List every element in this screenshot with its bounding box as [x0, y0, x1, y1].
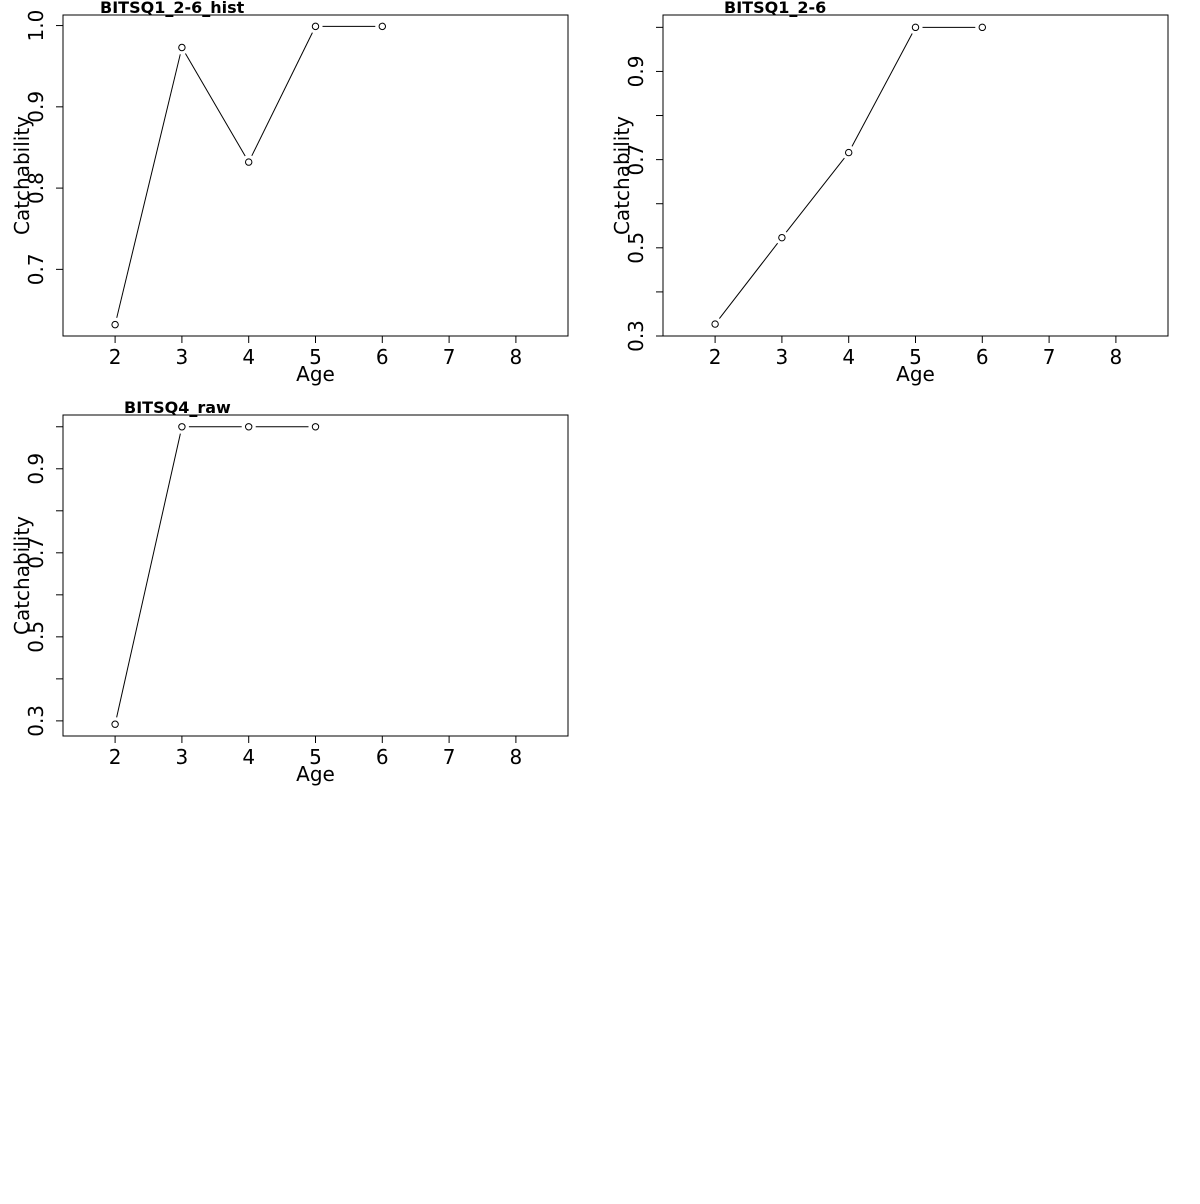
plot-frame: [662, 14, 1169, 337]
x-tick-label: 3: [176, 745, 189, 769]
series-line-segment: [184, 53, 246, 157]
y-tick-label: 0.9: [24, 91, 48, 123]
y-tick-label: 0.3: [624, 320, 648, 352]
x-axis-label: Age: [896, 362, 935, 386]
data-point: [178, 423, 186, 431]
y-axis-label: Catchability: [10, 116, 34, 235]
x-axis-label: Age: [296, 362, 335, 386]
x-tick-label: 5: [909, 345, 922, 369]
data-point: [111, 320, 119, 329]
x-tick-label: 4: [242, 345, 255, 369]
x-axis-label: Age: [296, 762, 335, 786]
y-tick-label: 0.5: [624, 232, 648, 264]
data-point: [245, 158, 253, 166]
plot-frame: [62, 14, 569, 337]
series-line-segment: [116, 54, 181, 318]
y-tick-label: 0.7: [24, 253, 48, 285]
data-point: [378, 22, 386, 31]
x-tick-label: 7: [1043, 345, 1056, 369]
y-tick-label: 0.8: [24, 172, 48, 204]
x-tick-label: 2: [709, 345, 722, 369]
y-tick-label: 0.9: [624, 56, 648, 88]
x-tick-label: 4: [842, 345, 855, 369]
x-tick-label: 6: [976, 345, 989, 369]
x-tick-label: 3: [176, 345, 189, 369]
x-tick-label: 6: [376, 345, 389, 369]
data-point: [711, 320, 719, 328]
y-tick-label: 0.5: [24, 621, 48, 653]
x-tick-label: 2: [109, 345, 122, 369]
plot-frame: [62, 414, 569, 737]
x-tick-label: 7: [443, 745, 456, 769]
x-tick-label: 5: [309, 745, 322, 769]
x-tick-label: 4: [242, 745, 255, 769]
series-line-segment: [785, 157, 845, 233]
data-point: [845, 148, 853, 157]
chart-title: BITSQ1_2-6_hist: [100, 0, 245, 17]
data-point: [245, 423, 253, 431]
chart-panel-1: BITSQ1_2-6_hist 2 3 4 5 6 7 8 0.7 0.8 0.9 1.0 Age Cat…: [10, 0, 569, 386]
data-point: [311, 22, 320, 31]
data-point: [911, 23, 920, 32]
chart-title: BITSQ1_2-6: [724, 0, 826, 17]
x-tick-label: 8: [1110, 345, 1123, 369]
series-line-segment: [718, 242, 779, 319]
y-tick-label: 1.0: [24, 10, 48, 42]
x-tick-label: 7: [443, 345, 456, 369]
y-tick-label: 0.7: [624, 144, 648, 176]
x-tick-label: 5: [309, 345, 322, 369]
data-point: [978, 23, 986, 32]
data-point: [111, 720, 119, 728]
series-line-segment: [851, 33, 913, 147]
data-point: [311, 423, 320, 431]
x-tick-label: 3: [776, 345, 789, 369]
y-tick-label: 0.7: [24, 537, 48, 569]
y-axis-label: Catchability: [10, 516, 34, 635]
y-tick-label: 0.9: [24, 453, 48, 485]
chart-title: BITSQ4_raw: [124, 398, 231, 417]
series-line-segment: [251, 32, 313, 157]
x-tick-label: 8: [510, 345, 523, 369]
series-line-segment: [116, 433, 181, 718]
x-tick-label: 8: [510, 745, 523, 769]
chart-panel-3: BITSQ4_raw 2 3 4 5 6 7 8 0.3 0.5 0.7 0.9 Age Catchabi…: [10, 398, 569, 786]
x-tick-label: 6: [376, 745, 389, 769]
y-axis-label: Catchability: [610, 116, 634, 235]
data-point: [178, 43, 186, 52]
chart-panel-2: BITSQ1_2-6 2 3 4 5 6 7 8 0.3 0.5 0.7 0.9 Age Catchabi…: [610, 0, 1169, 386]
x-tick-label: 2: [109, 745, 122, 769]
y-tick-label: 0.3: [24, 705, 48, 737]
data-point: [778, 233, 786, 242]
